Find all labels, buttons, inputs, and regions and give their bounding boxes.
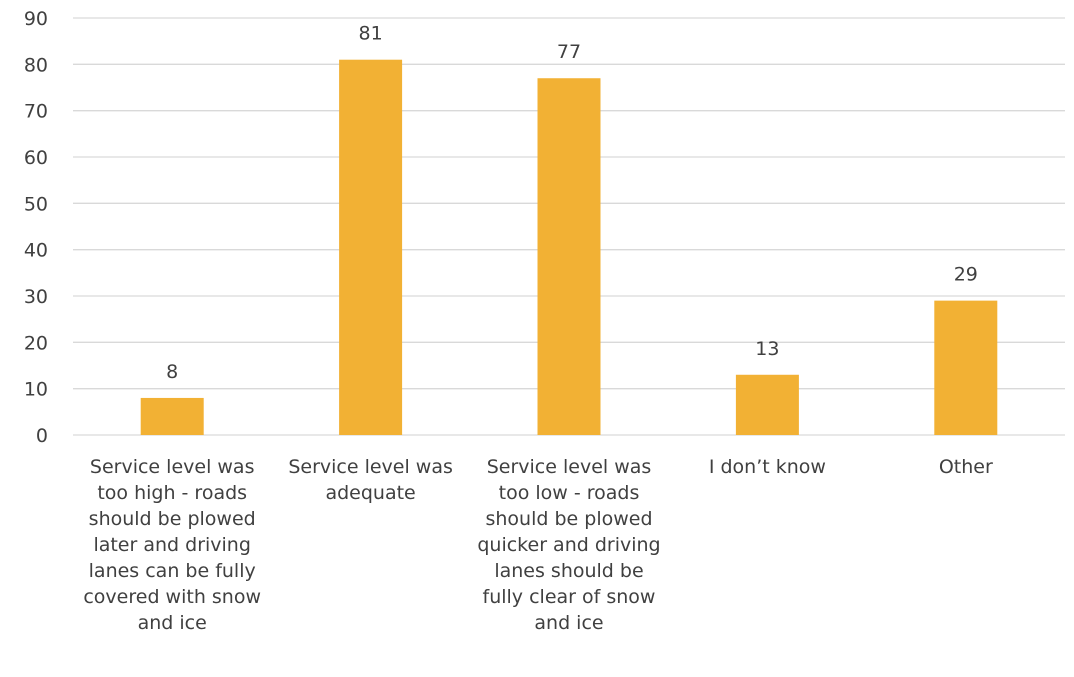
y-tick-label: 50 xyxy=(24,193,48,215)
x-category-label: Other xyxy=(938,456,993,478)
y-tick-label: 60 xyxy=(24,147,48,169)
y-tick-label: 0 xyxy=(36,425,48,447)
y-tick-label: 30 xyxy=(24,286,48,308)
y-tick-label: 20 xyxy=(24,332,48,354)
x-category-label: Service level was too low - roads should… xyxy=(477,456,661,634)
data-labels: 8 81 77 13 29 xyxy=(166,23,978,383)
bar xyxy=(735,374,799,435)
y-tick-label: 40 xyxy=(24,240,48,262)
x-category-label: Service level was adequate xyxy=(288,456,453,504)
data-label: 29 xyxy=(954,264,978,286)
bar xyxy=(140,397,204,435)
bars xyxy=(140,59,998,435)
y-tick-label: 10 xyxy=(24,379,48,401)
data-label: 8 xyxy=(166,361,178,383)
bar xyxy=(339,59,403,435)
y-tick-label: 90 xyxy=(24,8,48,30)
data-label: 13 xyxy=(755,338,779,360)
x-category-label: Service level was too high - roads shoul… xyxy=(83,456,262,634)
y-tick-label: 80 xyxy=(24,54,48,76)
y-tick-label: 70 xyxy=(24,101,48,123)
data-label: 77 xyxy=(557,41,581,63)
x-category-label: I don’t know xyxy=(708,456,826,478)
data-label: 81 xyxy=(359,23,383,45)
bar xyxy=(537,78,601,435)
y-axis-ticks: 0 10 20 30 40 50 60 70 80 90 xyxy=(24,8,48,447)
bar xyxy=(934,300,998,435)
